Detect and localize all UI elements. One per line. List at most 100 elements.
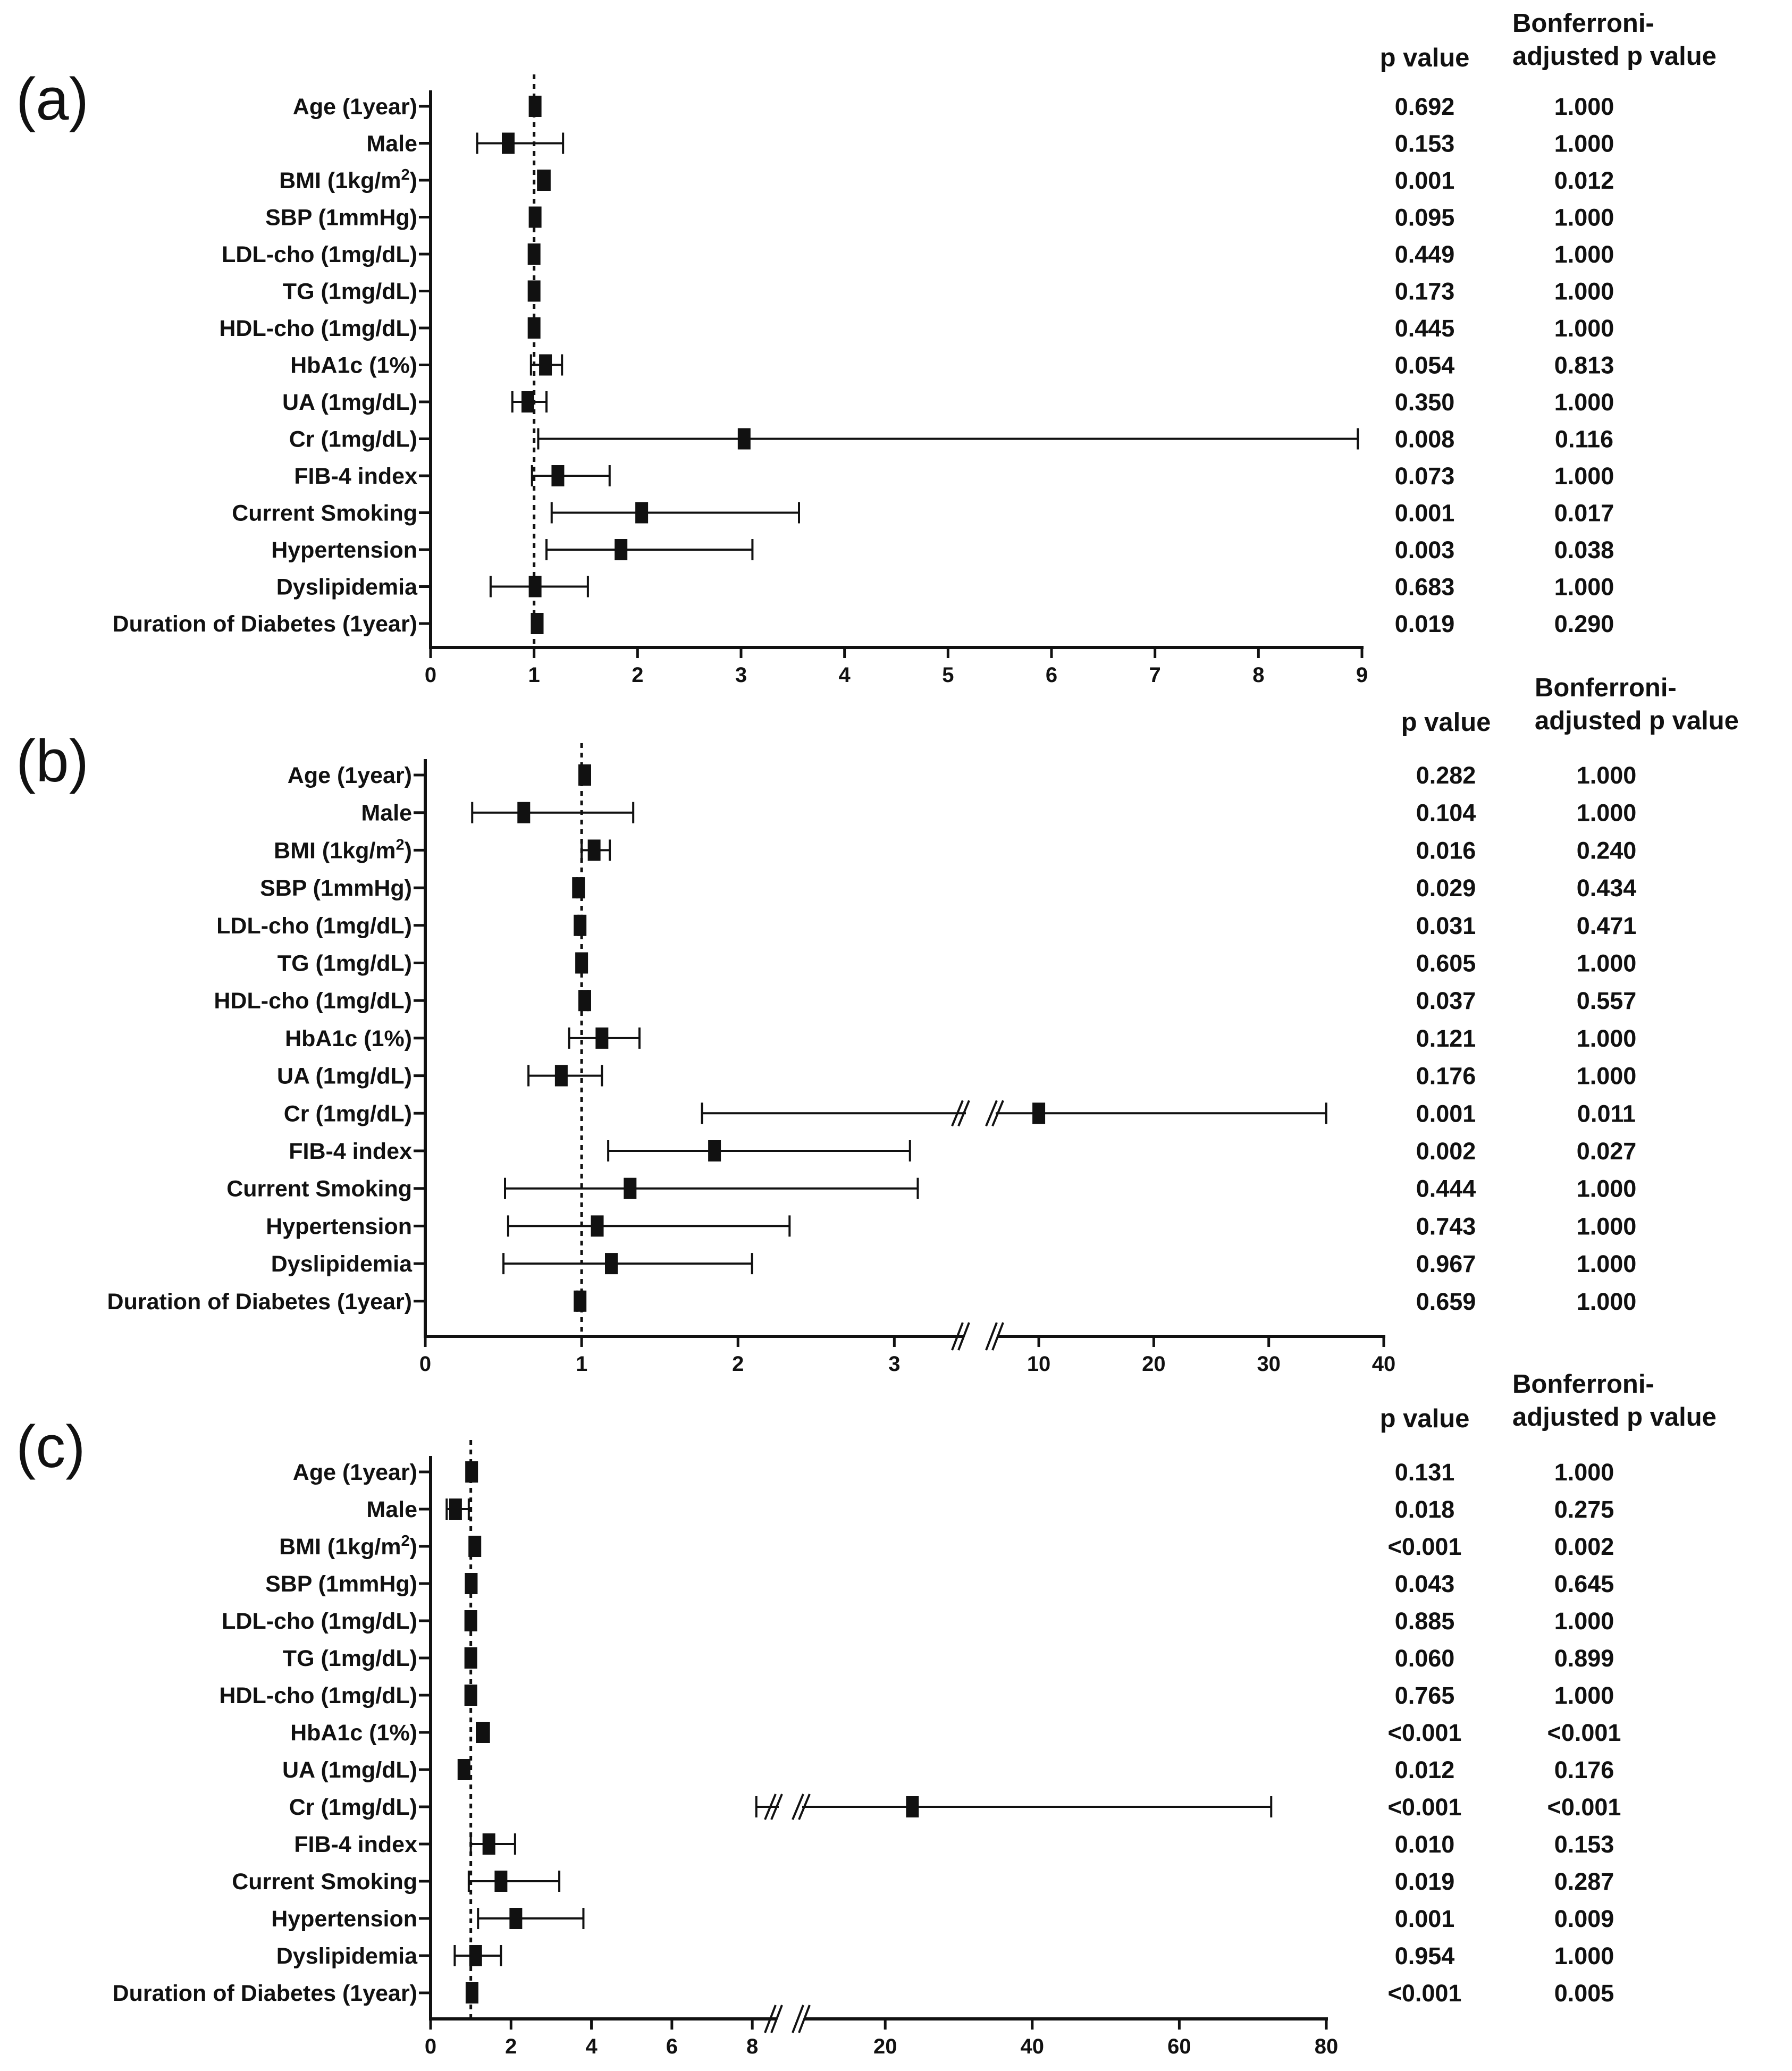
row-label: FIB-4 index	[289, 1139, 412, 1164]
adjusted-p-value: 1.000	[1577, 1250, 1637, 1277]
x-tick-label-0: 0	[425, 663, 436, 687]
panel-c: (c) p value Bonferroni-adjusted p value 0 2 4…	[16, 1370, 1717, 2058]
adjusted-p-value: 1.000	[1577, 1213, 1637, 1240]
adjusted-p-value: <0.001	[1547, 1719, 1621, 1746]
row-label: BMI (1kg/m2)	[274, 836, 412, 863]
adjusted-p-value: 0.645	[1554, 1570, 1614, 1597]
adjusted-p-value: 1.000	[1577, 1025, 1637, 1052]
row-label: HbA1c (1%)	[285, 1026, 412, 1051]
x-tick-label-6: 6	[666, 2035, 678, 2058]
adjusted-p-value: 1.000	[1554, 241, 1614, 268]
p-value: 0.765	[1395, 1682, 1455, 1709]
p-value: 0.018	[1395, 1496, 1455, 1523]
p-value: 0.060	[1395, 1645, 1455, 1672]
p-value: 0.002	[1416, 1138, 1476, 1165]
ci-break-mark	[957, 1100, 970, 1127]
axis-break-mark	[770, 2005, 783, 2033]
panel-a: (a) p value Bonferroni-adjusted p value 0 1 2…	[16, 9, 1717, 687]
point-estimate	[465, 1461, 478, 1483]
forest-row: Duration of Diabetes (1year) <0.001 0.005	[113, 1980, 1614, 2007]
bonferroni-header-line2: adjusted p value	[1535, 706, 1739, 735]
p-value: 0.001	[1395, 1905, 1455, 1932]
x-tick-label-9: 9	[1356, 663, 1368, 687]
forest-row: HDL-cho (1mg/dL) 0.765 1.000	[219, 1682, 1614, 1709]
row-label: SBP (1mmHg)	[265, 205, 417, 231]
forest-row: FIB-4 index 0.002 0.027	[289, 1138, 1636, 1165]
p-value: 0.010	[1395, 1831, 1455, 1858]
adjusted-p-value: 0.009	[1554, 1905, 1614, 1932]
x-tick-label-3: 3	[735, 663, 747, 687]
forest-row: Male 0.018 0.275	[366, 1496, 1614, 1523]
point-estimate	[1032, 1102, 1046, 1124]
forest-row: Dyslipidemia 0.954 1.000	[276, 1942, 1614, 1969]
p-value: 0.605	[1416, 950, 1476, 977]
forest-row: Male 0.104 1.000	[361, 799, 1636, 827]
p-value: 0.012	[1395, 1756, 1455, 1783]
p-value: 0.445	[1395, 315, 1455, 342]
point-estimate	[494, 1871, 508, 1892]
x-tick-label-20: 20	[1142, 1352, 1166, 1376]
x-tick-label-2: 2	[632, 663, 643, 687]
adjusted-p-value: 1.000	[1577, 950, 1637, 977]
row-label: Age (1year)	[293, 1460, 417, 1485]
row-label: LDL-cho (1mg/dL)	[222, 242, 417, 267]
row-label-end: )	[405, 838, 412, 863]
adjusted-p-value: 0.287	[1554, 1868, 1614, 1895]
adjusted-p-value: 0.027	[1577, 1138, 1637, 1165]
row-label: UA (1mg/dL)	[282, 1757, 417, 1783]
p-value-header: p value	[1380, 44, 1470, 72]
ci-break-mark	[798, 1794, 811, 1820]
row-label: HDL-cho (1mg/dL)	[219, 1683, 417, 1708]
row-label: Age (1year)	[288, 763, 412, 788]
adjusted-p-value: 1.000	[1577, 1175, 1637, 1202]
adjusted-p-value: 0.017	[1554, 500, 1614, 527]
row-label: Dyslipidemia	[271, 1251, 413, 1277]
point-estimate	[449, 1498, 462, 1520]
forest-row: UA (1mg/dL) 0.176 1.000	[277, 1063, 1636, 1090]
point-estimate	[527, 280, 541, 302]
p-value: 0.008	[1395, 426, 1455, 453]
x-tick-label-1: 1	[528, 663, 540, 687]
row-label: Duration of Diabetes (1year)	[113, 1981, 417, 2006]
adjusted-p-value: 0.290	[1554, 610, 1614, 637]
forest-row: SBP (1mmHg) 0.029 0.434	[260, 874, 1636, 902]
adjusted-p-value: 1.000	[1577, 799, 1637, 827]
point-estimate	[482, 1833, 495, 1855]
x-tick-label-2: 2	[505, 2035, 517, 2058]
forest-row: TG (1mg/dL) 0.173 1.000	[283, 278, 1614, 305]
p-value: 0.001	[1395, 500, 1455, 527]
x-tick-label-80: 80	[1315, 2035, 1339, 2058]
point-estimate	[605, 1253, 618, 1275]
panel-b: (b) p value Bonferroni-adjusted p value 0 1 2…	[16, 674, 1739, 1376]
point-estimate	[635, 502, 649, 524]
adjusted-p-value: 0.038	[1554, 536, 1614, 563]
point-estimate	[509, 1908, 523, 1929]
x-tick-label-0: 0	[419, 1352, 431, 1376]
x-tick-label-8: 8	[1252, 663, 1264, 687]
adjusted-p-value: 0.240	[1577, 837, 1637, 864]
p-value-header: p value	[1401, 708, 1491, 737]
forest-row: BMI (1kg/m2) 0.001 0.012	[279, 166, 1614, 194]
row-label: Current Smoking	[232, 1869, 417, 1895]
row-label: TG (1mg/dL)	[283, 279, 417, 305]
row-label: Duration of Diabetes (1year)	[113, 611, 417, 637]
p-value: 0.683	[1395, 574, 1455, 601]
point-estimate	[527, 243, 541, 265]
x-tick-label-1: 1	[576, 1352, 587, 1376]
point-estimate	[464, 1647, 477, 1669]
point-estimate	[551, 465, 565, 486]
point-estimate	[708, 1140, 721, 1161]
forest-row: LDL-cho (1mg/dL) 0.449 1.000	[222, 241, 1614, 268]
row-label: Duration of Diabetes (1year)	[107, 1289, 412, 1315]
adjusted-p-value: 0.011	[1577, 1100, 1636, 1127]
adjusted-p-value: 1.000	[1577, 1063, 1637, 1090]
point-estimate	[502, 132, 515, 154]
point-estimate	[587, 839, 601, 861]
point-estimate	[531, 613, 544, 634]
row-label: Hypertension	[271, 537, 417, 563]
point-estimate	[528, 206, 542, 228]
p-value: 0.037	[1416, 987, 1476, 1014]
forest-row: HDL-cho (1mg/dL) 0.037 0.557	[214, 987, 1636, 1014]
adjusted-p-value: 1.000	[1554, 278, 1614, 305]
axis-break-mark	[991, 1322, 1004, 1351]
